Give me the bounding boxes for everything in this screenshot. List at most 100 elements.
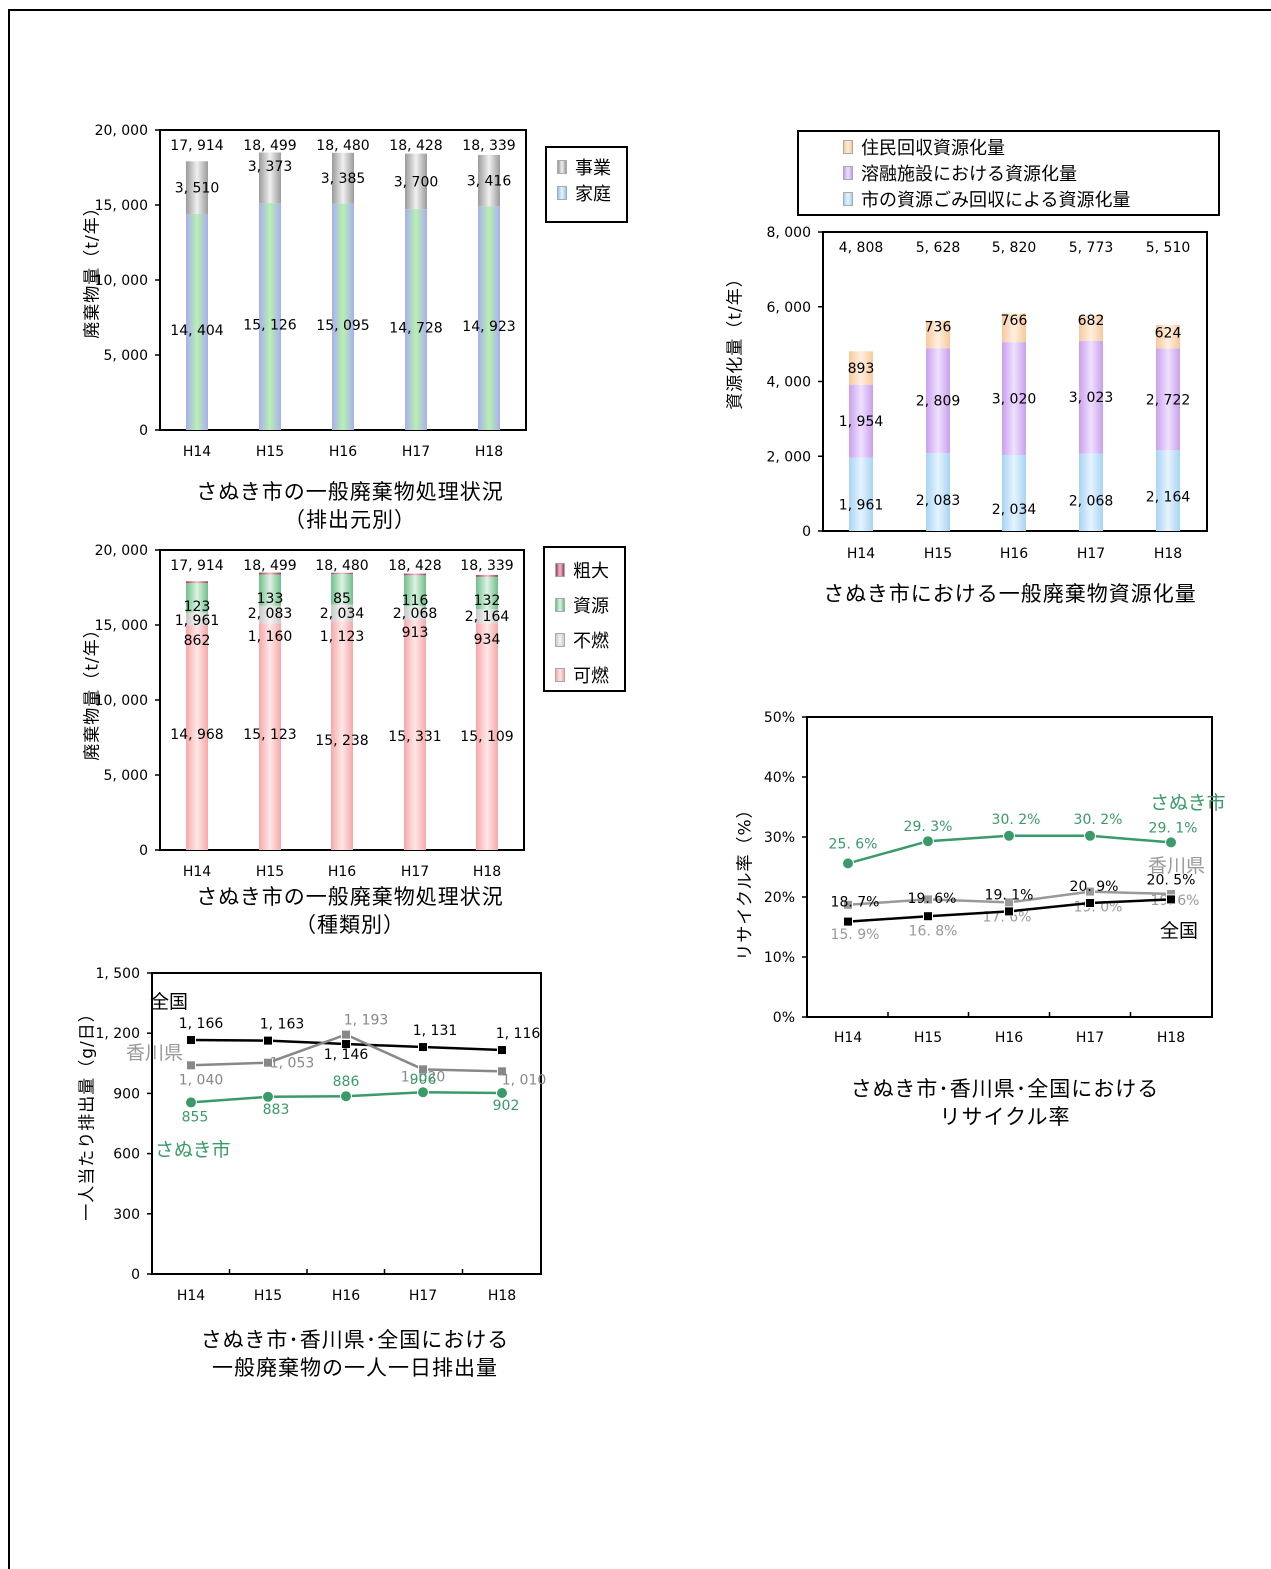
data-label: 1, 053 [270,1056,315,1072]
data-label: 855 [182,1109,209,1125]
legend-swatch [555,632,565,647]
series-label-sanuki: さぬき市 [155,1139,231,1161]
series-label-sanuki: さぬき市 [1150,792,1226,814]
legend-swatch [843,140,853,154]
segment-value-label: 862 [184,633,211,649]
segment-value-label: 2, 034 [320,606,365,622]
legend-swatch [555,597,565,612]
bar-segment [186,625,208,850]
segment-value-label: 15, 095 [316,318,369,334]
bar-segment [405,209,427,430]
bar-segment [926,348,950,454]
data-label: 18. 7% [831,895,880,911]
legend-swatch [557,186,567,200]
y-tick-label: 50% [764,710,795,726]
segment-value-label: 3, 373 [248,159,293,175]
segment-value-label: 14, 923 [462,319,515,335]
legend-item-sodai: 粗大 [555,552,614,587]
data-point [1003,829,1015,842]
segment-value-label: 934 [474,632,501,648]
bar-segment [186,213,208,430]
bar-segment [1079,315,1103,341]
page-frame [8,9,1271,1569]
segment-value-label: 2, 164 [465,609,510,625]
data-point [923,894,933,905]
legend-item-melt: 溶融施設における資源化量 [843,160,1174,186]
y-tick-label: 30% [764,830,795,846]
series-label-kagawa: 香川県 [126,1042,183,1064]
bar-total-label: 18, 480 [316,138,369,154]
x-tick-label: H16 [328,864,356,880]
chart4-caption-line1: さぬき市における一般廃棄物資源化量 [823,582,1197,606]
y-tick-label: 0 [139,423,148,439]
segment-value-label: 2, 722 [1146,392,1191,408]
series-label-zenkoku: 全国 [150,991,188,1013]
bar-total-label: 18, 428 [389,138,442,154]
y-tick-label: 6, 000 [766,300,811,316]
segment-value-label: 2, 164 [1146,490,1191,506]
bar-segment [476,576,498,610]
bar-total-label: 5, 773 [1069,240,1114,256]
bar-total-label: 5, 820 [992,240,1037,256]
bar-segment [404,575,426,607]
data-point [1084,829,1096,842]
chart3-caption: さぬき市･香川県･全国における 一般廃棄物の一人一日排出量 [140,1326,570,1382]
segment-value-label: 14, 404 [170,323,224,339]
segment-value-label: 2, 034 [992,502,1037,518]
bar-segment [332,152,354,204]
segment-value-label: 85 [333,591,351,607]
x-tick-label: H18 [475,444,503,460]
chart5-caption: さぬき市･香川県･全国における リサイクル率 [790,1075,1220,1131]
x-tick-label: H17 [402,444,430,460]
segment-value-label: 682 [1078,313,1105,329]
bar-segment [331,572,353,575]
chart1-caption: さぬき市の一般廃棄物処理状況 （排出元別） [150,478,550,534]
x-tick-label: H17 [401,864,429,880]
data-point [922,835,934,848]
segment-value-label: 3, 700 [394,174,439,190]
data-point [186,1035,196,1046]
y-tick-label: 600 [113,1147,140,1163]
bar-segment [1002,454,1026,531]
segment-value-label: 913 [402,625,429,641]
data-label: 1, 166 [179,1016,224,1032]
bar-segment [259,574,281,606]
x-tick-label: H16 [329,444,357,460]
segment-value-label: 14, 728 [389,321,442,337]
x-tick-label: H17 [409,1288,437,1304]
bar-segment [186,581,208,584]
bar-total-label: 18, 499 [243,558,296,574]
y-tick-label: 0% [773,1010,795,1026]
y-tick-label: 15, 000 [95,198,148,214]
chart1-caption-line1: さぬき市の一般廃棄物処理状況 [196,480,504,504]
segment-value-label: 3, 510 [175,181,220,197]
y-tick-label: 10% [764,950,795,966]
segment-value-label: 123 [184,599,211,615]
segment-value-label: 1, 961 [839,497,884,513]
x-tick-label: H14 [834,1030,862,1046]
bar-segment [186,583,208,613]
x-tick-label: H14 [847,546,875,562]
y-tick-label: 5, 000 [103,768,148,784]
bar-segment [259,572,281,575]
data-label: 16. 8% [909,923,958,939]
legend-swatch [555,667,565,682]
bar-total-label: 18, 499 [243,138,296,154]
x-tick-label: H16 [1000,546,1028,562]
bar-segment [259,203,281,430]
bar-segment [478,154,500,207]
data-point [1165,836,1177,849]
y-tick-label: 300 [113,1207,140,1223]
data-label: 1, 193 [344,1013,389,1029]
data-point [341,1029,351,1040]
data-point [340,1090,352,1103]
bar-segment [478,206,500,430]
chart3-caption-line1: さぬき市･香川県･全国における [200,1328,510,1352]
data-point [843,899,853,910]
y-tick-label: 4, 000 [766,375,811,391]
segment-value-label: 15, 109 [460,729,513,745]
data-point [1004,906,1014,917]
legend-swatch [555,562,565,577]
data-point [843,916,853,927]
y-tick-label: 900 [113,1086,140,1102]
